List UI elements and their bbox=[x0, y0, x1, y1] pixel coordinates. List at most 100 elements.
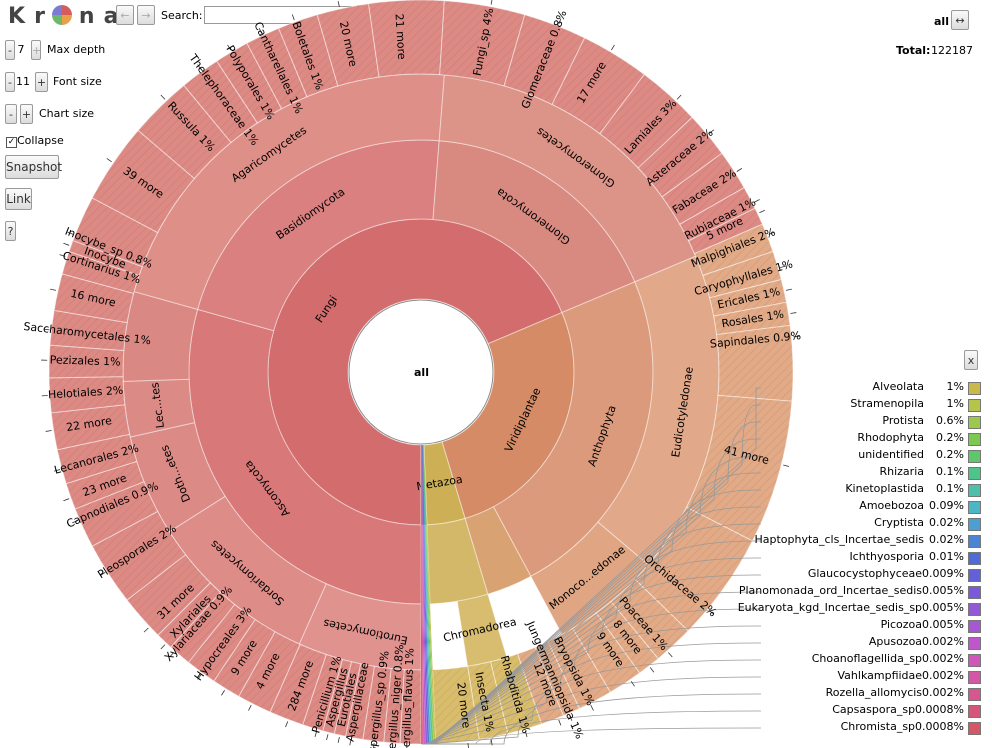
font-size-increase-button[interactable]: + bbox=[35, 72, 48, 92]
sunburst-small-taxon-segment[interactable] bbox=[422, 444, 428, 744]
sunburst-small-taxon-segment[interactable] bbox=[422, 444, 430, 744]
sunburst-small-taxon-segment[interactable] bbox=[421, 444, 424, 744]
legend-item[interactable]: Vahlkampfiidae0.002% bbox=[838, 669, 964, 685]
sunburst-segment-r1-4[interactable] bbox=[464, 506, 532, 595]
legend-item-value: 0.005% bbox=[922, 618, 964, 631]
sunburst-small-taxon-segment[interactable] bbox=[421, 444, 426, 744]
legend-item-value: 1% bbox=[946, 397, 964, 410]
forward-button[interactable]: → bbox=[137, 5, 155, 25]
legend-item[interactable]: Apusozoa0.002% bbox=[869, 635, 964, 651]
legend-item[interactable]: Ichthyosporia 0.01% bbox=[849, 550, 964, 566]
sunburst-small-taxon-segment[interactable] bbox=[421, 444, 427, 744]
legend-item[interactable]: Rhodophyta 0.2% bbox=[857, 431, 964, 447]
sunburst-leaf-hatch bbox=[92, 130, 195, 233]
legend-item[interactable]: Haptophyta_cls_Incertae_sedis 0.02% bbox=[754, 533, 964, 549]
sunburst-leaf-hatch bbox=[188, 604, 256, 681]
legend-item-value: 0.005% bbox=[922, 601, 964, 614]
sunburst-small-taxon-segment[interactable] bbox=[423, 444, 435, 744]
sunburst-small-taxon-segment[interactable] bbox=[422, 444, 428, 744]
font-size-decrease-button[interactable]: - bbox=[5, 72, 15, 92]
collapse-checkbox[interactable]: ✓ bbox=[6, 137, 17, 148]
sunburst-small-taxon-segment[interactable] bbox=[422, 444, 430, 744]
sunburst-small-taxon-segment[interactable] bbox=[421, 444, 425, 744]
legend-item[interactable]: Choanoflagellida_sp0.002% bbox=[812, 652, 964, 668]
legend-swatch bbox=[968, 552, 981, 565]
leaf-label-tick bbox=[611, 44, 615, 51]
leaf-label-tick bbox=[759, 209, 766, 214]
chart-size-increase-button[interactable]: + bbox=[20, 104, 33, 124]
legend-item[interactable]: unidentified 0.2% bbox=[858, 448, 964, 464]
link-button[interactable]: Link bbox=[5, 188, 32, 210]
legend-item[interactable]: Cryptista 0.02% bbox=[874, 516, 964, 532]
leaf-label-tick bbox=[43, 328, 50, 331]
sunburst-segment-ascomycota[interactable] bbox=[188, 308, 422, 605]
sunburst-small-taxon-segment[interactable] bbox=[423, 444, 434, 744]
sunburst-leaf-hatch bbox=[75, 481, 158, 547]
sunburst-small-taxon-segment[interactable] bbox=[423, 444, 433, 744]
sunburst-segment-viridiplantae[interactable] bbox=[441, 311, 575, 520]
leaf-label-tick bbox=[708, 129, 715, 134]
sunburst-small-taxon-segment[interactable] bbox=[421, 444, 426, 744]
chart-size-decrease-button[interactable]: - bbox=[5, 104, 17, 124]
leaf-label: Aspergillus_flavus 1% bbox=[399, 648, 416, 748]
sunburst-leaf-hatch bbox=[246, 28, 307, 109]
legend-item[interactable]: Capsaspora_sp0.0008% bbox=[832, 703, 964, 719]
legend-item[interactable]: Protista 0.6% bbox=[882, 414, 964, 430]
sunburst-small-taxon-segment[interactable] bbox=[422, 444, 429, 744]
back-button[interactable]: ← bbox=[116, 5, 134, 25]
legend-item[interactable]: Eukaryota_kgd_Incertae_sedis_sp0.005% bbox=[738, 601, 964, 617]
sunburst-small-taxon-segment[interactable] bbox=[422, 444, 431, 744]
swap-button[interactable]: ↔ bbox=[951, 10, 969, 30]
sunburst-small-taxon-segment[interactable] bbox=[423, 444, 435, 744]
chart-center[interactable] bbox=[348, 299, 494, 445]
sunburst-segment-anthophyta[interactable] bbox=[492, 281, 654, 578]
legend-swatch bbox=[968, 637, 981, 650]
collapse-label: Collapse bbox=[17, 134, 64, 147]
legend-item[interactable]: Rozella_allomycis0.002% bbox=[826, 686, 964, 702]
sunburst-small-taxon-segment[interactable] bbox=[423, 444, 436, 744]
sunburst-leaf-hatch bbox=[439, 0, 525, 86]
legend-close-button[interactable]: x bbox=[964, 350, 978, 370]
legend-item[interactable]: Glaucocystophyceae0.009% bbox=[808, 567, 964, 583]
legend-connector-line bbox=[429, 523, 761, 745]
legend-swatch bbox=[968, 467, 981, 480]
legend-item-name: Apusozoa bbox=[868, 635, 923, 648]
leaf-label-tick bbox=[736, 168, 743, 172]
sunburst-small-taxon-segment[interactable] bbox=[421, 444, 423, 744]
legend-item[interactable]: Picozoa0.005% bbox=[881, 618, 964, 634]
leaf-label-tick bbox=[558, 719, 562, 726]
sunburst-segment-basidiomycota[interactable] bbox=[196, 139, 440, 332]
sunburst-small-taxon-segment[interactable] bbox=[423, 444, 433, 744]
sunburst-small-taxon-segment[interactable] bbox=[421, 444, 424, 744]
sunburst-small-taxon-segment[interactable] bbox=[421, 444, 422, 744]
sunburst-small-taxon-segment[interactable] bbox=[422, 444, 432, 744]
sunburst-segment-label: Lec...tes bbox=[148, 381, 167, 429]
legend-connector-line bbox=[425, 625, 761, 745]
legend-item[interactable]: Alveolata 1% bbox=[873, 380, 964, 396]
legend-swatch bbox=[968, 671, 981, 684]
legend-item-value: 0.2% bbox=[936, 431, 964, 444]
max-depth-increase-button[interactable]: + bbox=[31, 40, 41, 60]
max-depth-decrease-button[interactable]: - bbox=[5, 40, 15, 60]
legend-swatch bbox=[968, 399, 981, 412]
legend-item[interactable]: Planomonada_ord_Incertae_sedis0.005% bbox=[739, 584, 964, 600]
help-button[interactable]: ? bbox=[5, 221, 16, 241]
sunburst-leaf-hatch bbox=[702, 251, 782, 298]
legend-item[interactable]: Chromista_sp0.0008% bbox=[841, 720, 964, 736]
sunburst-leaf-hatch bbox=[317, 3, 380, 86]
leaf-label-tick bbox=[258, 27, 263, 34]
snapshot-button[interactable]: Snapshot bbox=[5, 155, 62, 179]
legend-item-name: Protista bbox=[882, 414, 924, 427]
legend-item[interactable]: Stramenopila 1% bbox=[850, 397, 964, 413]
legend-item-value: 0.009% bbox=[922, 567, 964, 580]
legend-item-name: Choanoflagellida_sp bbox=[811, 652, 923, 665]
leaf-label-tick bbox=[768, 231, 775, 235]
legend-connector-line bbox=[430, 506, 761, 745]
legend-item[interactable]: Kinetoplastida 0.1% bbox=[845, 482, 964, 498]
legend-item[interactable]: Amoebozoa 0.09% bbox=[859, 499, 964, 515]
legend-connector-line bbox=[433, 421, 761, 745]
sunburst-leaf-hatch bbox=[345, 663, 375, 740]
legend-item[interactable]: Rhizaria 0.1% bbox=[879, 465, 964, 481]
leaf-label-tick bbox=[197, 674, 202, 680]
